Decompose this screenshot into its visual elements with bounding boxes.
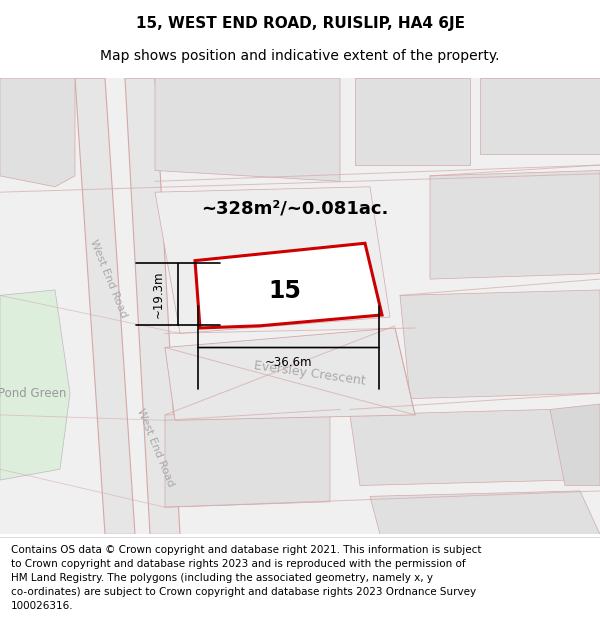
- Polygon shape: [350, 409, 570, 486]
- Polygon shape: [165, 328, 415, 421]
- Polygon shape: [480, 78, 600, 154]
- Text: Pond Green: Pond Green: [0, 387, 66, 399]
- Text: West End Road: West End Road: [88, 239, 128, 320]
- Polygon shape: [0, 290, 70, 480]
- Text: ~328m²/~0.081ac.: ~328m²/~0.081ac.: [202, 199, 389, 217]
- Polygon shape: [75, 78, 135, 534]
- Polygon shape: [195, 243, 382, 328]
- Polygon shape: [550, 404, 600, 486]
- Polygon shape: [370, 491, 600, 534]
- Text: 15: 15: [269, 279, 301, 303]
- Text: West End Road: West End Road: [135, 407, 175, 488]
- Text: Contains OS data © Crown copyright and database right 2021. This information is : Contains OS data © Crown copyright and d…: [11, 545, 481, 611]
- Text: ~19.3m: ~19.3m: [151, 271, 164, 318]
- Polygon shape: [165, 412, 330, 508]
- Polygon shape: [155, 78, 340, 181]
- Polygon shape: [0, 78, 75, 187]
- Text: 15, WEST END ROAD, RUISLIP, HA4 6JE: 15, WEST END ROAD, RUISLIP, HA4 6JE: [136, 16, 464, 31]
- Polygon shape: [355, 78, 470, 165]
- Text: Map shows position and indicative extent of the property.: Map shows position and indicative extent…: [100, 49, 500, 63]
- Polygon shape: [155, 187, 390, 333]
- Text: ~36.6m: ~36.6m: [265, 356, 313, 369]
- Text: Eversley Crescent: Eversley Crescent: [253, 359, 367, 388]
- Polygon shape: [430, 171, 600, 279]
- Polygon shape: [125, 78, 180, 534]
- Polygon shape: [400, 290, 600, 399]
